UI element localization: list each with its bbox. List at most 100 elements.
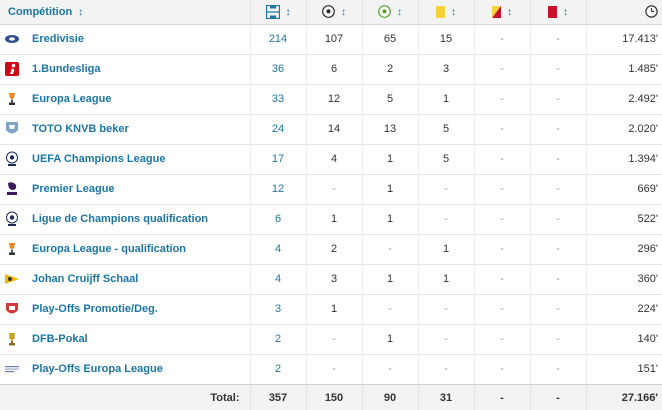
yellow-card-icon bbox=[436, 5, 445, 18]
appearances-cell[interactable]: 4 bbox=[249, 263, 306, 294]
competition-cell: Johan Cruijff Schaal bbox=[0, 263, 250, 294]
competition-link[interactable]: UEFA Champions League bbox=[32, 153, 166, 165]
minutes-cell: 224' bbox=[585, 293, 662, 324]
eredivisie-logo-icon bbox=[4, 31, 20, 47]
competition-cell: TOTO KNVB beker bbox=[0, 113, 250, 144]
competition-link[interactable]: DFB-Pokal bbox=[32, 333, 88, 345]
minutes-cell: 296' bbox=[585, 233, 662, 264]
goals-cell: 107 bbox=[305, 23, 362, 54]
minutes-cell: 1.485' bbox=[585, 53, 662, 84]
competition-link[interactable]: 1.Bundesliga bbox=[32, 63, 101, 75]
sort-icon: ↕ bbox=[341, 6, 346, 18]
minutes-column-header[interactable] bbox=[585, 0, 662, 25]
table-row: Europa League - qualification 4 2-1- -296' bbox=[0, 233, 662, 264]
second-yellow-cards-cell: - bbox=[473, 53, 530, 84]
play-offs-europa-league-logo-icon bbox=[4, 361, 20, 377]
red-cards-cell: - bbox=[529, 323, 586, 354]
total-goals: 150 bbox=[305, 383, 362, 410]
red-cards-cell: - bbox=[529, 233, 586, 264]
competition-link[interactable]: Johan Cruijff Schaal bbox=[32, 273, 139, 285]
red-cards-cell: - bbox=[529, 263, 586, 294]
competition-link[interactable]: Play-Offs Europa League bbox=[32, 363, 163, 375]
europa-league-logo-icon bbox=[4, 91, 20, 107]
assists-cell: 1 bbox=[361, 263, 418, 294]
appearances-cell[interactable]: 4 bbox=[249, 233, 306, 264]
second-yellow-cards-cell: - bbox=[473, 353, 530, 384]
yellow-cards-cell: 5 bbox=[417, 113, 474, 144]
sort-icon: ↕ bbox=[78, 6, 84, 18]
appearances-cell[interactable]: 6 bbox=[249, 203, 306, 234]
competition-column-header[interactable]: Compétition ↕ bbox=[0, 0, 250, 25]
assists-cell: 1 bbox=[361, 173, 418, 204]
competition-link[interactable]: Play-Offs Promotie/Deg. bbox=[32, 303, 158, 315]
competition-link[interactable]: Eredivisie bbox=[32, 33, 84, 45]
table-row: Play-Offs Promotie/Deg. 3 1- - - -224' bbox=[0, 293, 662, 324]
competition-link[interactable]: Europa League bbox=[32, 93, 112, 105]
appearances-cell[interactable]: 2 bbox=[249, 353, 306, 384]
yellow-cards-cell: - bbox=[417, 293, 474, 324]
second-yellow-card-icon bbox=[492, 5, 501, 18]
sort-icon: ↕ bbox=[507, 6, 512, 18]
assists-cell: 1 bbox=[361, 143, 418, 174]
second-yellow-cards-cell: - bbox=[473, 203, 530, 234]
yellow-cards-cell: - bbox=[417, 353, 474, 384]
appearances-cell[interactable]: 12 bbox=[249, 173, 306, 204]
second-yellow-cards-column-header[interactable]: ↕ bbox=[473, 0, 530, 25]
assists-cell: - bbox=[361, 293, 418, 324]
goals-column-header[interactable]: ↕ bbox=[305, 0, 362, 25]
red-cards-cell: - bbox=[529, 353, 586, 384]
minutes-cell: 2.020' bbox=[585, 113, 662, 144]
appearances-column-header[interactable]: ↕ bbox=[249, 0, 306, 25]
competition-cell: Ligue de Champions qualification bbox=[0, 203, 250, 234]
minutes-cell: 2.492' bbox=[585, 83, 662, 114]
goals-cell: - bbox=[305, 353, 362, 384]
yellow-cards-cell: - bbox=[417, 323, 474, 354]
minutes-cell: 140' bbox=[585, 323, 662, 354]
sort-icon: ↕ bbox=[285, 6, 291, 18]
totals-label: Total: bbox=[0, 383, 250, 410]
competition-cell: Play-Offs Promotie/Deg. bbox=[0, 293, 250, 324]
appearances-cell[interactable]: 33 bbox=[249, 83, 306, 114]
assists-column-header[interactable]: ↕ bbox=[361, 0, 418, 25]
competition-link[interactable]: Premier League bbox=[32, 183, 115, 195]
table-row: Premier League 12-1- - -669' bbox=[0, 173, 662, 204]
goals-cell: 2 bbox=[305, 233, 362, 264]
minutes-cell: 1.394' bbox=[585, 143, 662, 174]
minutes-cell: 360' bbox=[585, 263, 662, 294]
champions-league-logo-icon bbox=[4, 211, 20, 227]
yellow-cards-cell: 15 bbox=[417, 23, 474, 54]
appearances-cell[interactable]: 24 bbox=[249, 113, 306, 144]
knvb-beker-logo-icon bbox=[4, 121, 20, 137]
competition-link[interactable]: Ligue de Champions qualification bbox=[32, 213, 209, 225]
assists-cell: 5 bbox=[361, 83, 418, 114]
assists-cell: 1 bbox=[361, 203, 418, 234]
yellow-cards-cell: 1 bbox=[417, 263, 474, 294]
appearances-cell[interactable]: 3 bbox=[249, 293, 306, 324]
appearances-cell[interactable]: 36 bbox=[249, 53, 306, 84]
appearances-cell[interactable]: 2 bbox=[249, 323, 306, 354]
minutes-cell: 522' bbox=[585, 203, 662, 234]
assists-cell: 1 bbox=[361, 323, 418, 354]
competition-cell: Europa League bbox=[0, 83, 250, 114]
red-cards-cell: - bbox=[529, 53, 586, 84]
appearances-cell[interactable]: 17 bbox=[249, 143, 306, 174]
total-minutes: 27.166' bbox=[585, 383, 662, 410]
competition-link[interactable]: TOTO KNVB beker bbox=[32, 123, 129, 135]
red-card-icon bbox=[548, 5, 557, 18]
competition-cell: Europa League - qualification bbox=[0, 233, 250, 264]
red-cards-column-header[interactable]: ↕ bbox=[529, 0, 586, 25]
competition-link[interactable]: Europa League - qualification bbox=[32, 243, 187, 255]
red-cards-cell: - bbox=[529, 113, 586, 144]
sort-icon: ↕ bbox=[397, 6, 402, 18]
assists-cell: 65 bbox=[361, 23, 418, 54]
goals-icon bbox=[322, 5, 335, 19]
sort-icon: ↕ bbox=[451, 6, 456, 18]
total-second-yellow-cards: - bbox=[473, 383, 530, 410]
competition-cell: UEFA Champions League bbox=[0, 143, 250, 174]
red-cards-cell: - bbox=[529, 173, 586, 204]
yellow-cards-column-header[interactable]: ↕ bbox=[417, 0, 474, 25]
table-row: Johan Cruijff Schaal 4 3 1 1- -360' bbox=[0, 263, 662, 294]
appearances-cell[interactable]: 214 bbox=[249, 23, 306, 54]
yellow-cards-cell: 1 bbox=[417, 233, 474, 264]
